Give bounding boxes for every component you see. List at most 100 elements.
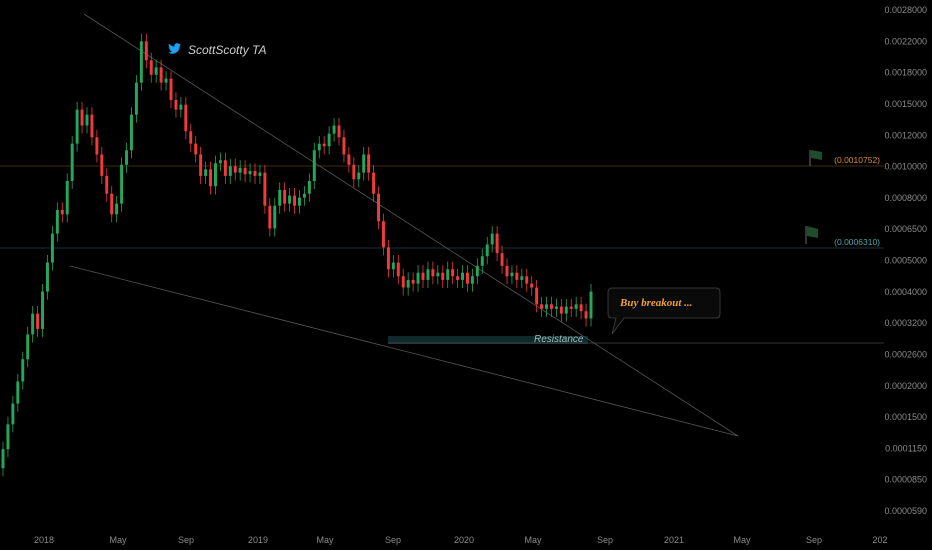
y-tick-label: 0.0003200 [884, 318, 927, 328]
candle [485, 236, 489, 265]
candle [174, 92, 178, 118]
y-tick-label: 0.0000850 [884, 475, 927, 485]
candle [411, 272, 415, 292]
candle [179, 97, 183, 118]
y-tick-label: 0.0002600 [884, 349, 927, 359]
candle [60, 202, 64, 223]
candle [169, 71, 173, 109]
upper-trendline [83, 13, 739, 437]
y-tick-label: 0.0010000 [884, 162, 927, 172]
candle [228, 158, 232, 184]
candle [283, 182, 287, 212]
candle [258, 165, 262, 184]
candle [16, 373, 20, 412]
y-tick-label: 0.0006500 [884, 224, 927, 234]
candle [470, 268, 474, 292]
candle [431, 261, 435, 285]
candle [490, 226, 494, 253]
candle [159, 59, 163, 91]
candle [253, 163, 257, 184]
candle [332, 117, 336, 142]
callout-text: Buy breakout ... [619, 297, 692, 309]
x-tick-label: 202 [872, 535, 887, 545]
candle [189, 123, 193, 152]
candle [342, 129, 346, 163]
candle [549, 296, 553, 317]
candle [480, 248, 484, 274]
candle [278, 182, 282, 214]
candle [322, 136, 326, 155]
candle [129, 107, 133, 159]
candle [569, 299, 573, 317]
level-label: (0.0006310) [834, 237, 880, 247]
x-tick-label: 2018 [34, 535, 54, 545]
candle [475, 258, 479, 285]
candle [238, 160, 242, 181]
candle [194, 136, 198, 163]
x-axis: 2018 May Sep 2019 May Sep 2020 May Sep 2021 May Sep… [34, 535, 888, 545]
candle [461, 265, 465, 288]
candle [574, 296, 578, 317]
candle [273, 198, 277, 237]
candle [144, 33, 148, 69]
candle [11, 395, 15, 433]
candle [36, 306, 40, 337]
candle [139, 33, 143, 91]
y-tick-label: 0.0001500 [884, 412, 927, 422]
candle [589, 283, 593, 327]
candle [297, 190, 301, 214]
candle [441, 265, 445, 288]
y-tick-label: 0.0018000 [884, 68, 927, 78]
candle [451, 261, 455, 285]
candle [100, 146, 104, 184]
candle [559, 299, 563, 322]
y-tick-label: 0.0004000 [884, 287, 927, 297]
candle [347, 146, 351, 173]
y-tick-label: 0.0005000 [884, 256, 927, 266]
candle [110, 186, 114, 223]
flag-icon [809, 150, 822, 166]
candle [90, 107, 94, 146]
candle [554, 299, 558, 317]
y-tick-label: 0.0022000 [884, 36, 927, 46]
x-tick-label: Sep [385, 535, 401, 545]
candle [500, 245, 504, 274]
candle [293, 188, 297, 214]
candle [510, 265, 514, 285]
candle [125, 142, 129, 173]
candle [520, 268, 524, 288]
candle [579, 296, 583, 320]
candle [436, 265, 440, 285]
y-tick-label: 0.0001150 [885, 443, 927, 453]
candle [416, 265, 420, 292]
candle [164, 71, 168, 91]
candle [243, 160, 247, 183]
candle [41, 283, 45, 337]
candle [307, 173, 311, 202]
candle [584, 303, 588, 327]
candle [95, 129, 99, 163]
candle [446, 261, 450, 288]
candle [21, 351, 25, 390]
candle [540, 296, 544, 317]
y-tick-label: 0.0015000 [884, 99, 927, 109]
wedge-trendlines [69, 13, 739, 437]
x-tick-label: May [316, 535, 334, 545]
x-tick-label: 2020 [454, 535, 474, 545]
x-tick-label: May [733, 535, 751, 545]
candle [312, 142, 316, 190]
candle [26, 326, 30, 368]
candle [357, 165, 361, 188]
candle [530, 276, 534, 296]
candle [268, 198, 272, 237]
horizontal-levels: (0.0010752) (0.0006310) [0, 155, 884, 249]
candle [515, 265, 519, 288]
candle [55, 202, 59, 242]
candle [456, 268, 460, 288]
candle [337, 117, 341, 146]
level-label: (0.0010752) [834, 155, 880, 165]
candle [426, 261, 430, 288]
candle [288, 188, 292, 212]
x-tick-label: 2019 [248, 535, 268, 545]
